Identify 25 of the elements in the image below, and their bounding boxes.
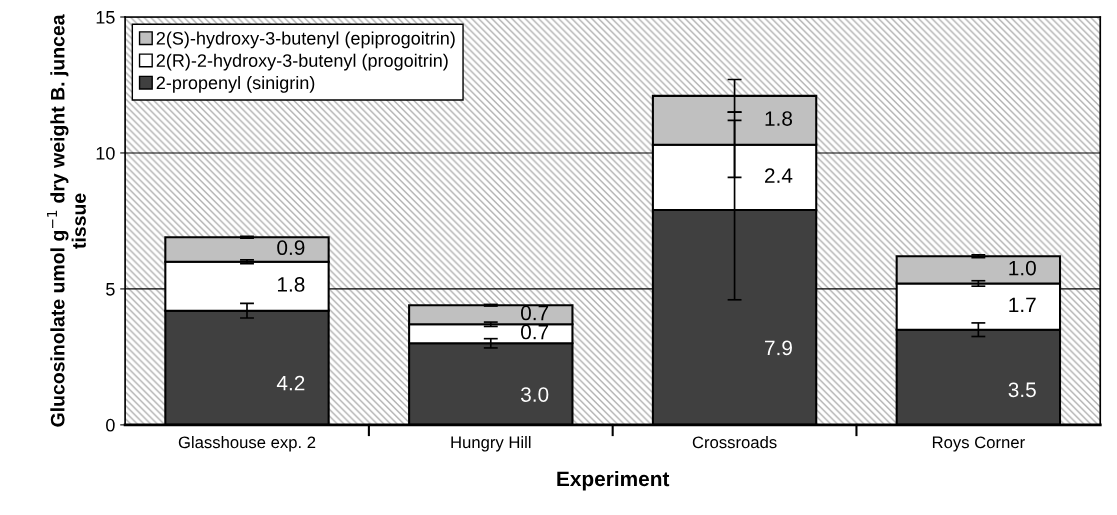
data-label: 1.8 [765, 111, 793, 126]
x-tick-label: Crossroads [692, 435, 777, 449]
data-label: 1.8 [277, 277, 305, 292]
legend-label: 2(R)-2-hydroxy-3-butenyl (progoitrin) [156, 53, 448, 71]
data-label: 7.9 [765, 340, 792, 356]
data-label: 0.7 [521, 324, 549, 340]
x-tick-label: Glasshouse exp. 2 [178, 435, 316, 452]
y-tick-label: 0 [106, 418, 115, 432]
data-label: 2.4 [765, 168, 793, 183]
legend-label: 2(S)-hydroxy-3-butenyl (epiprogoitrin) [156, 31, 455, 49]
data-label: 0.9 [277, 240, 305, 256]
data-label: 4.2 [276, 375, 305, 391]
x-axis-title: Experiment [557, 470, 670, 491]
data-label: 1.0 [1009, 260, 1036, 276]
data-label: 0.7 [521, 305, 549, 321]
x-tick-label: Roys Corner [932, 436, 1025, 452]
x-tick-label: Hungry Hill [451, 435, 531, 452]
y-tick-label: 5 [106, 283, 115, 296]
data-label: 3.0 [520, 387, 549, 402]
y-tick-label: 15 [96, 11, 115, 24]
y-tick-label: 10 [96, 146, 115, 160]
y-axis-title: Glucosinolate umol g$^{−1}$ dry weight B. juncea tissue [47, 14, 86, 427]
data-label: 1.7 [1009, 297, 1036, 312]
data-label: 3.5 [1008, 382, 1036, 398]
legend-label: 2-propenyl (sinigrin) [156, 75, 315, 93]
